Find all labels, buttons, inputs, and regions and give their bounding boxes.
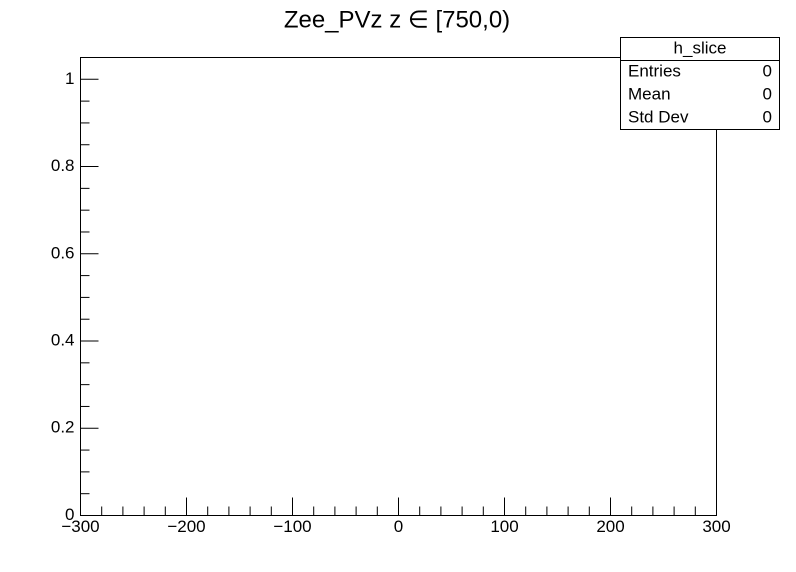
y-tick-label: 1 [65,69,74,88]
x-tick-label: 200 [596,517,624,536]
x-tick-label: −200 [167,517,205,536]
stats-label: Mean [628,84,671,103]
stats-value: 0 [763,107,772,126]
y-tick-label: 0.2 [51,418,75,437]
x-tick-label: 100 [490,517,518,536]
x-tick-label: −100 [273,517,311,536]
x-tick-label: −300 [61,517,99,536]
stats-label: Entries [628,61,681,80]
x-tick-label: 300 [702,517,730,536]
stats-value: 0 [763,84,772,103]
stats-label: Std Dev [628,107,689,126]
stats-box [620,37,780,130]
y-tick-label: 0 [65,505,74,524]
chart-title: Zee_PVz z ∈ [750,0) [284,6,510,33]
y-tick-label: 0.6 [51,243,75,262]
stats-value: 0 [763,61,772,80]
stats-title: h_slice [674,38,727,57]
y-tick-label: 0.4 [51,331,75,350]
y-tick-label: 0.8 [51,156,75,175]
x-tick-label: 0 [394,517,403,536]
